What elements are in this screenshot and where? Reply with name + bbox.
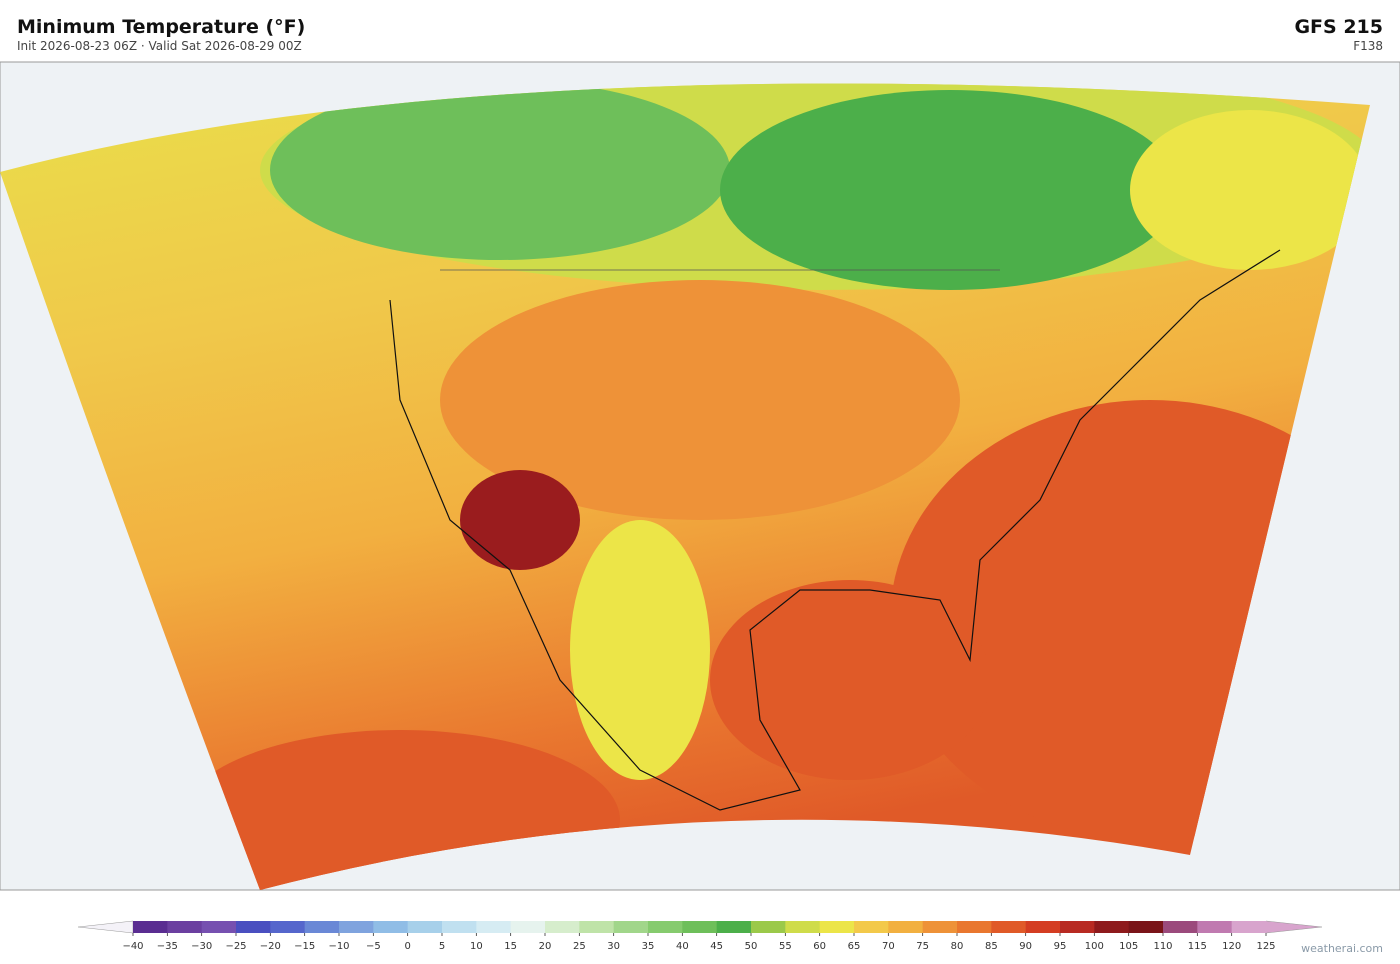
colorbar-tick-label: 45 <box>710 941 723 952</box>
colorbar-bin <box>648 921 683 933</box>
colorbar-bin <box>1094 921 1130 933</box>
colorbar-bin <box>1197 921 1233 933</box>
colorbar-bin <box>1060 921 1095 933</box>
model: GFS 215 <box>1294 16 1383 38</box>
colorbar-tick-label: 90 <box>1019 941 1032 952</box>
colorbar-bin <box>579 921 615 933</box>
colorbar-tick-label: 35 <box>642 941 655 952</box>
colorbar-tick-label: −30 <box>191 941 212 952</box>
colorbar-bin <box>854 921 889 933</box>
colorbar-bin <box>373 921 409 933</box>
colorbar-tick-label: 55 <box>779 941 792 952</box>
colorbar-tick-label: 40 <box>676 941 689 952</box>
credit: weatherai.com <box>1301 942 1383 955</box>
forecast-hour: F138 <box>1353 39 1383 53</box>
colorbar-tick-label: 50 <box>745 941 758 952</box>
colorbar-under <box>77 920 134 934</box>
colorbar-tick-label: 85 <box>985 941 998 952</box>
temperature-field <box>0 83 1370 891</box>
colorbar-bin <box>1025 921 1061 933</box>
colorbar-tick-label: 120 <box>1222 941 1241 952</box>
colorbar-bin <box>304 921 340 933</box>
colorbar-bin <box>957 921 992 933</box>
colorbar-tick-label: 0 <box>404 941 410 952</box>
colorbar-tick-label: 15 <box>504 941 517 952</box>
colorbar-tick-label: 30 <box>607 941 620 952</box>
colorbar-tick-label: 60 <box>813 941 826 952</box>
colorbar-bin <box>819 921 855 933</box>
colorbar-bin <box>991 921 1027 933</box>
colorbar-bin <box>922 921 958 933</box>
colorbar-bin <box>133 921 168 933</box>
colorbar-tick-label: 70 <box>882 941 895 952</box>
colorbar-bin <box>716 921 752 933</box>
colorbar-bin <box>201 921 237 933</box>
colorbar-bin <box>1231 921 1267 933</box>
colorbar-tick-label: 110 <box>1153 941 1172 952</box>
colorbar-bin <box>751 921 786 933</box>
colorbar-tick-label: −20 <box>260 941 281 952</box>
colorbar-bin <box>407 921 443 933</box>
colorbar-bin <box>613 921 649 933</box>
colorbar-bin <box>270 921 306 933</box>
colorbar-over <box>1265 920 1323 934</box>
colorbar-bin <box>1128 921 1164 933</box>
colorbar-tick-label: 100 <box>1085 941 1104 952</box>
colorbar-tick-label: 115 <box>1188 941 1207 952</box>
coastline <box>389 249 1281 811</box>
subtitle: Init 2026-08-23 06Z · Valid Sat 2026-08-… <box>17 39 302 53</box>
colorbar-tick-label: −25 <box>225 941 246 952</box>
colorbar-tick-label: 80 <box>951 941 964 952</box>
colorbar-tick-label: 5 <box>439 941 445 952</box>
colorbar-tick-label: −5 <box>366 941 381 952</box>
colorbar-bin <box>682 921 718 933</box>
colorbar-bin <box>442 921 477 933</box>
colorbar-tick-label: 10 <box>470 941 483 952</box>
colorbar-bin <box>545 921 580 933</box>
colorbar-bin <box>476 921 512 933</box>
colorbar-tick-label: 75 <box>916 941 929 952</box>
colorbar-tick-label: 65 <box>848 941 861 952</box>
colorbar-bin <box>510 921 546 933</box>
colorbar-tick-label: 20 <box>539 941 552 952</box>
colorbar-bin <box>785 921 821 933</box>
colorbar-tick-label: 95 <box>1054 941 1067 952</box>
colorbar-tick-label: −40 <box>122 941 143 952</box>
colorbar-bin <box>236 921 271 933</box>
colorbar-tick-label: 125 <box>1256 941 1275 952</box>
title: Minimum Temperature (°F) <box>17 16 306 38</box>
colorbar-tick-label: 25 <box>573 941 586 952</box>
colorbar-tick-label: −10 <box>328 941 349 952</box>
colorbar-tick-label: 105 <box>1119 941 1138 952</box>
colorbar-bin <box>167 921 203 933</box>
colorbar-bin <box>1163 921 1198 933</box>
colorbar-bin <box>339 921 374 933</box>
colorbar-tick-label: −15 <box>294 941 315 952</box>
colorbar-bin <box>888 921 924 933</box>
colorbar-tick-label: −35 <box>157 941 178 952</box>
